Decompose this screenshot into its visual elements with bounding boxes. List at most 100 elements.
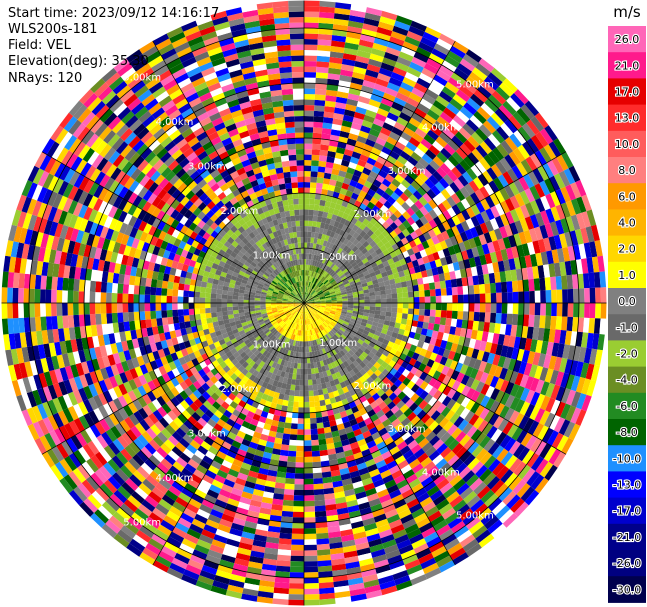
ppi-gate	[432, 370, 442, 380]
ppi-gate	[250, 47, 265, 56]
ppi-gate	[362, 379, 370, 388]
ppi-gate	[94, 421, 106, 435]
ppi-gate	[331, 558, 346, 566]
ppi-gate	[42, 451, 55, 468]
ppi-gate	[288, 286, 293, 292]
ppi-gate	[288, 154, 297, 161]
ppi-gate	[160, 74, 175, 87]
ppi-gate	[103, 130, 116, 144]
ppi-gate	[93, 198, 104, 212]
ppi-gate	[173, 358, 182, 368]
ppi-gate	[311, 373, 316, 380]
ppi-gate	[392, 343, 400, 351]
ppi-gate	[333, 485, 344, 494]
ppi-gate	[158, 417, 170, 429]
ppi-gate	[440, 406, 451, 418]
ppi-gate	[133, 410, 144, 423]
ppi-gate	[315, 521, 328, 529]
ppi-gate	[341, 311, 347, 315]
ppi-gate	[262, 363, 269, 370]
ppi-gate	[70, 364, 80, 378]
ppi-gate	[75, 338, 84, 351]
ppi-gate	[280, 240, 286, 247]
ppi-gate	[203, 524, 218, 535]
ppi-gate	[68, 452, 82, 468]
ppi-gate	[257, 379, 264, 387]
ppi-gate	[337, 338, 343, 344]
ppi-gate	[241, 368, 249, 376]
ppi-gate	[211, 359, 220, 368]
ppi-gate	[201, 214, 210, 224]
ppi-gate	[246, 151, 257, 160]
ppi-gate	[296, 287, 300, 294]
ppi-gate	[226, 229, 234, 237]
ppi-gate	[158, 365, 167, 376]
ppi-gate	[126, 429, 138, 442]
ppi-gate	[382, 338, 390, 346]
ppi-gate	[461, 385, 471, 397]
ppi-gate	[317, 389, 324, 396]
ppi-gate	[100, 367, 109, 380]
ppi-gate	[162, 249, 171, 259]
ppi-gate	[95, 487, 110, 502]
ppi-gate	[291, 254, 295, 261]
ppi-gate	[494, 483, 509, 498]
ppi-gate	[294, 473, 304, 479]
ppi-gate	[299, 308, 302, 314]
ppi-gate	[178, 315, 185, 323]
ppi-gate	[419, 334, 427, 343]
ppi-gate	[420, 413, 431, 424]
ppi-gate	[316, 320, 321, 327]
ppi-gate	[219, 464, 231, 474]
ppi-gate	[555, 371, 565, 387]
ppi-gate	[225, 7, 243, 17]
ppi-gate	[116, 507, 131, 521]
ppi-gate	[362, 365, 371, 373]
ppi-gate	[222, 285, 229, 291]
ppi-gate	[111, 455, 125, 469]
ppi-gate	[307, 313, 311, 319]
ppi-gate	[250, 261, 257, 268]
ppi-gate	[462, 538, 479, 553]
ppi-gate	[327, 525, 341, 533]
ppi-gate	[297, 363, 301, 369]
ppi-gate	[120, 464, 133, 478]
ppi-gate	[277, 398, 284, 406]
ppi-gate	[205, 41, 221, 52]
ppi-gate	[265, 358, 271, 365]
ppi-gate	[59, 165, 71, 181]
ppi-gate	[333, 378, 340, 386]
ppi-gate	[230, 133, 241, 143]
ppi-gate	[242, 9, 259, 18]
ppi-gate	[234, 214, 243, 222]
ppi-gate	[232, 79, 246, 89]
ppi-gate	[282, 296, 289, 299]
ppi-gate	[255, 365, 263, 373]
ppi-gate	[248, 325, 255, 331]
ppi-gate	[375, 483, 387, 493]
ppi-gate	[250, 347, 258, 354]
ppi-gate	[407, 313, 414, 321]
ppi-gate	[304, 467, 313, 474]
ppi-gate	[91, 490, 106, 506]
ppi-gate	[204, 265, 212, 273]
ppi-gate	[312, 309, 317, 314]
ppi-gate	[141, 499, 156, 513]
ppi-gate	[94, 346, 103, 359]
ppi-gate	[349, 588, 366, 597]
ppi-gate	[371, 431, 381, 441]
ppi-gate	[308, 312, 312, 319]
ppi-gate	[261, 393, 269, 401]
ppi-gate	[464, 410, 475, 423]
ppi-gate	[544, 368, 554, 383]
ppi-gate	[279, 321, 285, 327]
ppi-gate	[208, 150, 219, 160]
ppi-gate	[315, 321, 319, 327]
ppi-gate	[90, 324, 98, 337]
ppi-gate	[338, 405, 346, 413]
ppi-gate	[355, 542, 370, 551]
ppi-gate	[225, 58, 240, 68]
ppi-gate	[351, 423, 360, 432]
ppi-gate	[139, 311, 146, 321]
ppi-gate	[397, 365, 406, 375]
